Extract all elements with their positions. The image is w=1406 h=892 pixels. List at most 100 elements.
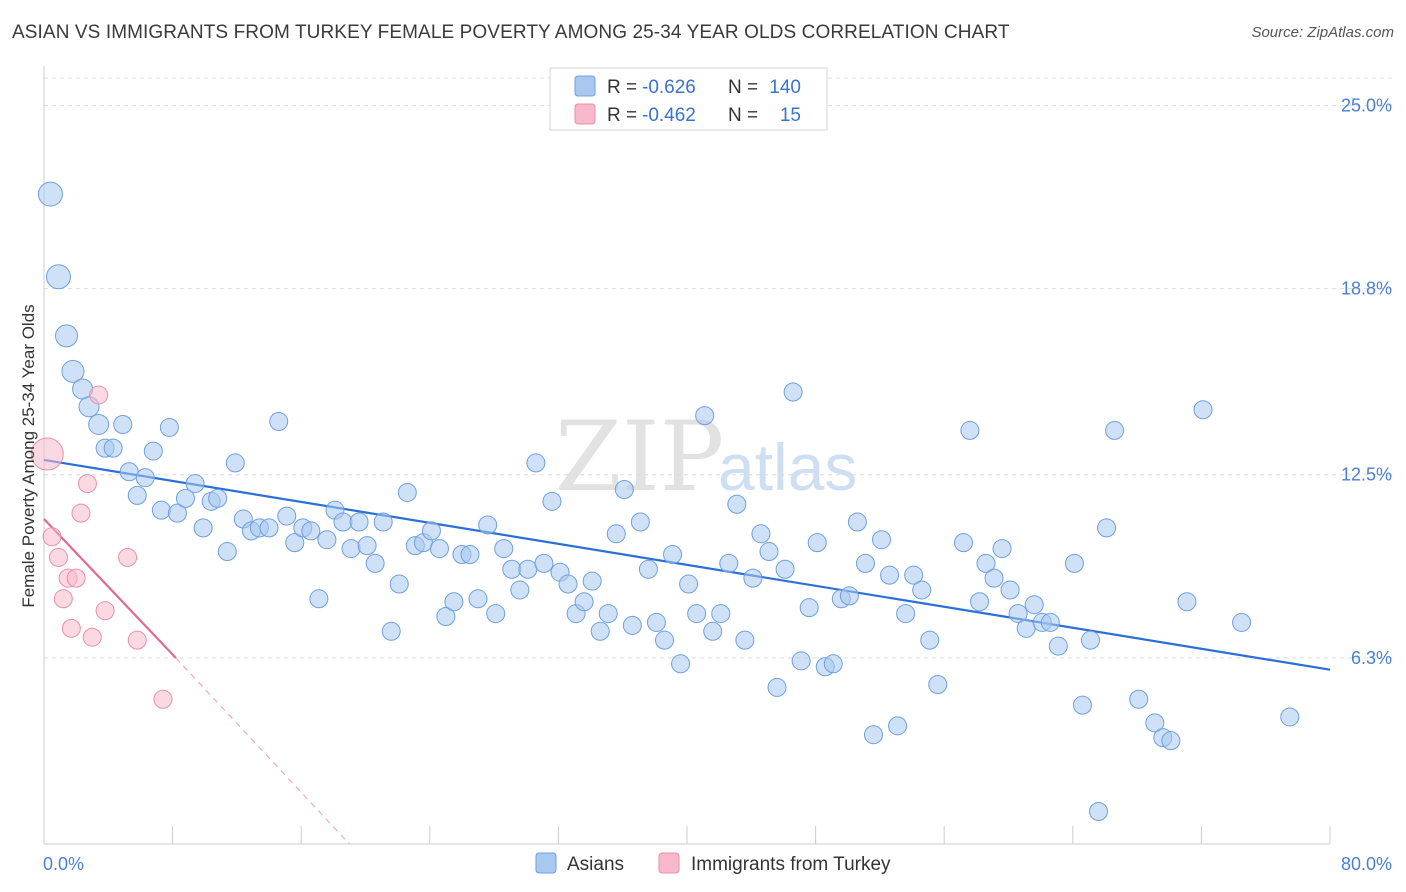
- legend-n-turkey: 15: [780, 105, 801, 126]
- bottom-legend-asians: Asians: [567, 854, 624, 875]
- point-turkey-13: [127, 630, 147, 650]
- point-asians-128: [1097, 518, 1117, 538]
- point-asians-0: [37, 181, 63, 207]
- point-asians-62: [542, 491, 562, 511]
- point-asians-135: [1193, 400, 1213, 420]
- point-asians-136: [1232, 612, 1252, 632]
- point-asians-61: [534, 553, 554, 573]
- legend-n-label-turkey: N =: [728, 105, 758, 126]
- point-turkey-7: [71, 503, 91, 523]
- legend-n-label-asians: N =: [728, 77, 758, 98]
- point-asians-94: [799, 598, 819, 618]
- point-asians-6: [88, 414, 110, 436]
- point-asians-67: [582, 571, 602, 591]
- legend-r-asians: -0.626: [642, 77, 696, 98]
- point-asians-28: [269, 412, 289, 432]
- point-asians-82: [703, 621, 723, 641]
- point-asians-104: [880, 565, 900, 585]
- point-turkey-6: [66, 568, 86, 588]
- point-turkey-12: [118, 547, 138, 567]
- point-asians-30: [285, 533, 305, 553]
- point-asians-83: [711, 604, 731, 624]
- point-asians-44: [397, 482, 417, 502]
- point-asians-37: [341, 539, 361, 559]
- point-asians-9: [113, 415, 133, 435]
- point-asians-1: [45, 264, 71, 290]
- bottom-legend-swatch-asians: [535, 852, 557, 874]
- point-asians-21: [208, 488, 228, 508]
- point-asians-130: [1129, 689, 1149, 709]
- point-asians-42: [381, 621, 401, 641]
- point-asians-109: [920, 630, 940, 650]
- point-asians-106: [896, 604, 916, 624]
- point-asians-55: [486, 604, 506, 624]
- legend-swatch-turkey: [574, 103, 596, 125]
- point-asians-115: [984, 568, 1004, 588]
- point-asians-76: [654, 630, 674, 650]
- point-turkey-5: [61, 618, 81, 638]
- point-asians-108: [912, 580, 932, 600]
- point-asians-56: [494, 539, 514, 559]
- point-asians-92: [783, 382, 803, 402]
- point-asians-27: [259, 518, 279, 538]
- point-asians-74: [638, 559, 658, 579]
- legend-swatch-asians: [574, 75, 596, 97]
- point-asians-70: [606, 524, 626, 544]
- point-turkey-14: [153, 689, 173, 709]
- point-turkey-10: [89, 385, 109, 405]
- point-asians-19: [193, 518, 213, 538]
- point-asians-41: [373, 512, 393, 532]
- point-asians-29: [277, 506, 297, 526]
- point-asians-64: [558, 574, 578, 594]
- point-asians-134: [1177, 592, 1197, 612]
- point-asians-89: [759, 542, 779, 562]
- point-asians-59: [518, 559, 538, 579]
- point-turkey-0: [30, 437, 64, 471]
- point-asians-81: [695, 406, 715, 426]
- data-points: [30, 181, 1300, 822]
- point-asians-22: [217, 542, 237, 562]
- point-asians-3: [61, 359, 85, 383]
- point-asians-66: [574, 592, 594, 612]
- point-asians-43: [389, 574, 409, 594]
- point-asians-84: [719, 553, 739, 573]
- trend-line-turkey: [43, 518, 177, 659]
- point-asians-17: [175, 488, 195, 508]
- point-turkey-3: [53, 589, 73, 609]
- point-asians-131: [1145, 713, 1165, 733]
- point-asians-102: [863, 725, 883, 745]
- point-asians-119: [1016, 618, 1036, 638]
- point-asians-14: [151, 500, 171, 520]
- point-asians-8: [103, 438, 123, 458]
- point-asians-36: [333, 512, 353, 532]
- point-asians-16: [167, 503, 187, 523]
- point-asians-77: [663, 544, 683, 564]
- point-asians-39: [357, 536, 377, 556]
- point-asians-23: [225, 453, 245, 473]
- point-asians-79: [679, 574, 699, 594]
- point-asians-88: [751, 524, 771, 544]
- point-asians-57: [502, 559, 522, 579]
- point-asians-103: [872, 530, 892, 550]
- point-asians-116: [992, 539, 1012, 559]
- gridlines: 25.0% 18.8% 12.5% 6.3%: [44, 77, 1392, 668]
- point-asians-117: [1000, 580, 1020, 600]
- point-asians-32: [301, 521, 321, 541]
- legend-r-turkey: -0.462: [642, 105, 696, 126]
- bottom-legend-swatch-turkey: [658, 852, 680, 874]
- watermark-zip: ZIP: [555, 401, 724, 513]
- point-asians-113: [970, 592, 990, 612]
- point-asians-93: [791, 651, 811, 671]
- point-asians-52: [460, 544, 480, 564]
- chart-title: ASIAN VS IMMIGRANTS FROM TURKEY FEMALE P…: [12, 22, 1010, 43]
- trend-line-turkey-extension: [175, 657, 350, 845]
- point-asians-48: [429, 539, 449, 559]
- trend-line-asians: [43, 458, 1331, 671]
- y-tick-label-0: 25.0%: [1341, 95, 1392, 115]
- stats-legend: R = -0.626 N = 140 R = -0.462 N = 15: [549, 67, 828, 131]
- point-asians-12: [135, 468, 155, 488]
- point-asians-47: [421, 521, 441, 541]
- y-axis-label: Female Poverty Among 25-34 Year Olds: [19, 304, 38, 607]
- y-tick-label-2: 12.5%: [1341, 465, 1392, 485]
